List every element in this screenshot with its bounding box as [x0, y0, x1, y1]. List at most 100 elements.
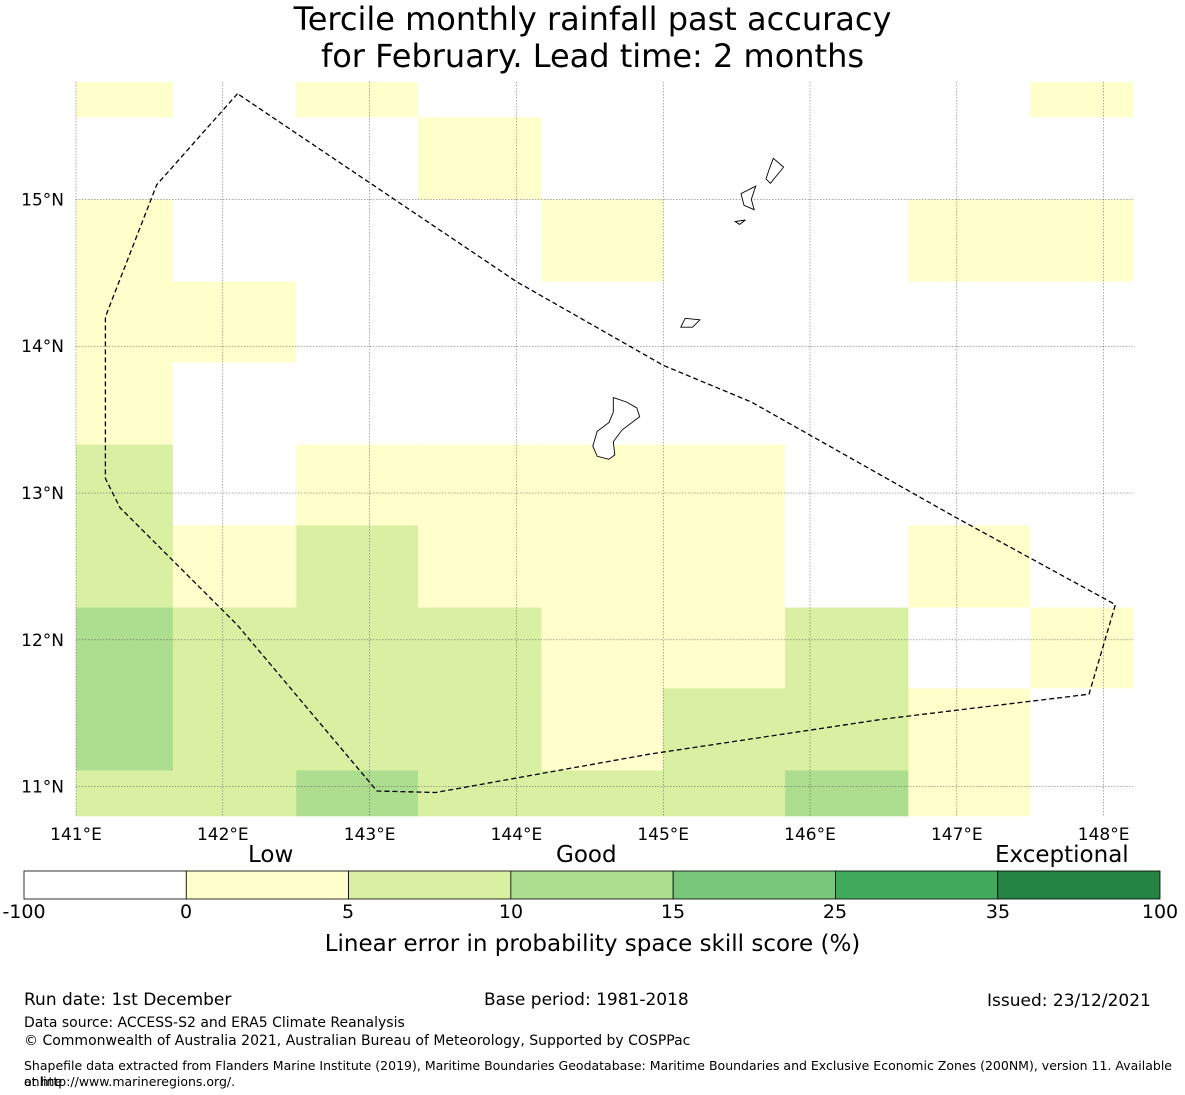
copyright-notice: © Commonwealth of Australia 2021, Austra… [24, 1033, 691, 1049]
colorbar-bin [185, 870, 349, 900]
skill-cell-low [1030, 607, 1134, 689]
colorbar-bin [23, 870, 187, 900]
colorbar-bin [997, 870, 1161, 900]
latitude-tick-labels: 15°N 14°N 13°N 12°N 11°N [21, 190, 64, 797]
run-date: Run date: 1st December [24, 990, 232, 1010]
rainfall-skill-map: 15°N 14°N 13°N 12°N 11°N 141°E 142°E 143°E 144°… [21, 82, 1161, 900]
colorbar-category-good: Good [556, 842, 617, 868]
skill-cell-good1 [296, 688, 419, 771]
skill-cell-none [1030, 770, 1134, 817]
skill-cell-low [663, 607, 786, 689]
skill-cell-none [663, 281, 786, 363]
skill-cell-low [76, 362, 174, 445]
skill-cell-none [418, 281, 542, 363]
skill-cell-low [296, 82, 419, 118]
skill-cell-none [1030, 117, 1134, 200]
latitude-label: 13°N [21, 484, 64, 504]
skill-cell-good2 [76, 688, 174, 771]
skill-cell-none [785, 444, 909, 526]
skill-cell-low [418, 444, 542, 526]
skill-cell-low [541, 199, 664, 282]
colorbar-category-exceptional: Exceptional [995, 842, 1129, 868]
skill-cell-low [908, 688, 1031, 771]
longitude-label: 144°E [491, 825, 543, 845]
skill-cell-none [418, 82, 542, 118]
skill-cell-low [541, 688, 664, 771]
skill-cell-low [296, 444, 419, 526]
skill-cell-none [908, 281, 1031, 363]
skill-cell-low [541, 607, 664, 689]
skill-cell-none [296, 117, 419, 200]
graticule-lines [75, 82, 1133, 816]
skill-cell-none [785, 199, 909, 282]
skill-cell-none [1030, 444, 1134, 526]
longitude-label: 142°E [197, 825, 249, 845]
skill-cell-good1 [172, 770, 297, 817]
skill-cell-good2 [296, 770, 419, 817]
colorbar-tick: 25 [822, 901, 848, 923]
latitude-label: 12°N [21, 631, 64, 651]
shapefile-credit-line1: Shapefile data extracted from Flanders M… [24, 1058, 1172, 1089]
skill-cell-none [418, 199, 542, 282]
longitude-label: 141°E [50, 825, 102, 845]
latitude-label: 14°N [21, 337, 64, 357]
skill-cell-low [541, 525, 664, 608]
skill-cell-none [785, 117, 909, 200]
skill-cell-none [76, 117, 174, 200]
colorbar-tick: 35 [985, 901, 1011, 923]
island-coastline [592, 396, 641, 460]
skill-cell-good1 [785, 688, 909, 771]
skill-cell-low [1030, 82, 1134, 118]
longitude-tick-labels: 141°E 142°E 143°E 144°E 145°E 146°E 147°E 148°E [50, 825, 1129, 845]
skill-cell-none [296, 362, 419, 445]
island-coastlines [592, 157, 785, 460]
issued-date: Issued: 23/12/2021 [987, 991, 1151, 1011]
skill-cell-none [785, 525, 909, 608]
colorbar-tick: 5 [341, 901, 355, 923]
skill-cell-low [663, 525, 786, 608]
chart-title-line2: for February. Lead time: 2 months [320, 37, 865, 75]
skill-cell-good1 [418, 607, 542, 689]
skill-cell-none [172, 199, 297, 282]
colorbar-bin [348, 870, 512, 900]
skill-cell-none [172, 444, 297, 526]
skill-cell-none [296, 199, 419, 282]
skill-cell-low [76, 199, 174, 282]
longitude-label: 143°E [344, 825, 396, 845]
skill-cell-good1 [172, 607, 297, 689]
skill-grid-cells [76, 82, 1134, 817]
skill-cell-good1 [296, 525, 419, 608]
skill-cell-none [908, 607, 1031, 689]
island-coastline [733, 219, 746, 225]
colorbar-bin [835, 870, 999, 900]
colorbar-tick: 15 [660, 901, 686, 923]
skill-cell-good1 [296, 607, 419, 689]
shapefile-credit-line2: at http://www.marineregions.org/. [24, 1074, 236, 1089]
skill-cell-good1 [418, 688, 542, 771]
data-source: Data source: ACCESS-S2 and ERA5 Climate … [24, 1015, 405, 1031]
skill-cell-low [76, 82, 174, 118]
skill-cell-low [663, 444, 786, 526]
skill-cell-none [785, 281, 909, 363]
skill-cell-low [908, 525, 1031, 608]
longitude-label: 148°E [1078, 825, 1130, 845]
skill-cell-low [172, 281, 297, 363]
skill-cell-none [663, 199, 786, 282]
island-coastline [765, 157, 785, 184]
longitude-label: 147°E [931, 825, 983, 845]
skill-cell-good1 [785, 607, 909, 689]
skill-cell-none [1030, 281, 1134, 363]
skill-cell-good1 [418, 770, 542, 817]
skill-cell-none [663, 117, 786, 200]
skill-cell-good1 [76, 444, 174, 526]
skill-cell-good2 [76, 607, 174, 689]
skill-cell-low [76, 281, 174, 363]
skill-cell-low [418, 117, 542, 200]
skill-cell-good1 [76, 525, 174, 608]
colorbar-tick: 100 [1141, 901, 1179, 923]
skill-cell-none [663, 362, 786, 445]
longitude-label: 145°E [637, 825, 689, 845]
skill-cell-low [908, 770, 1031, 817]
skill-cell-good1 [76, 770, 174, 817]
skill-cell-none [541, 82, 664, 118]
